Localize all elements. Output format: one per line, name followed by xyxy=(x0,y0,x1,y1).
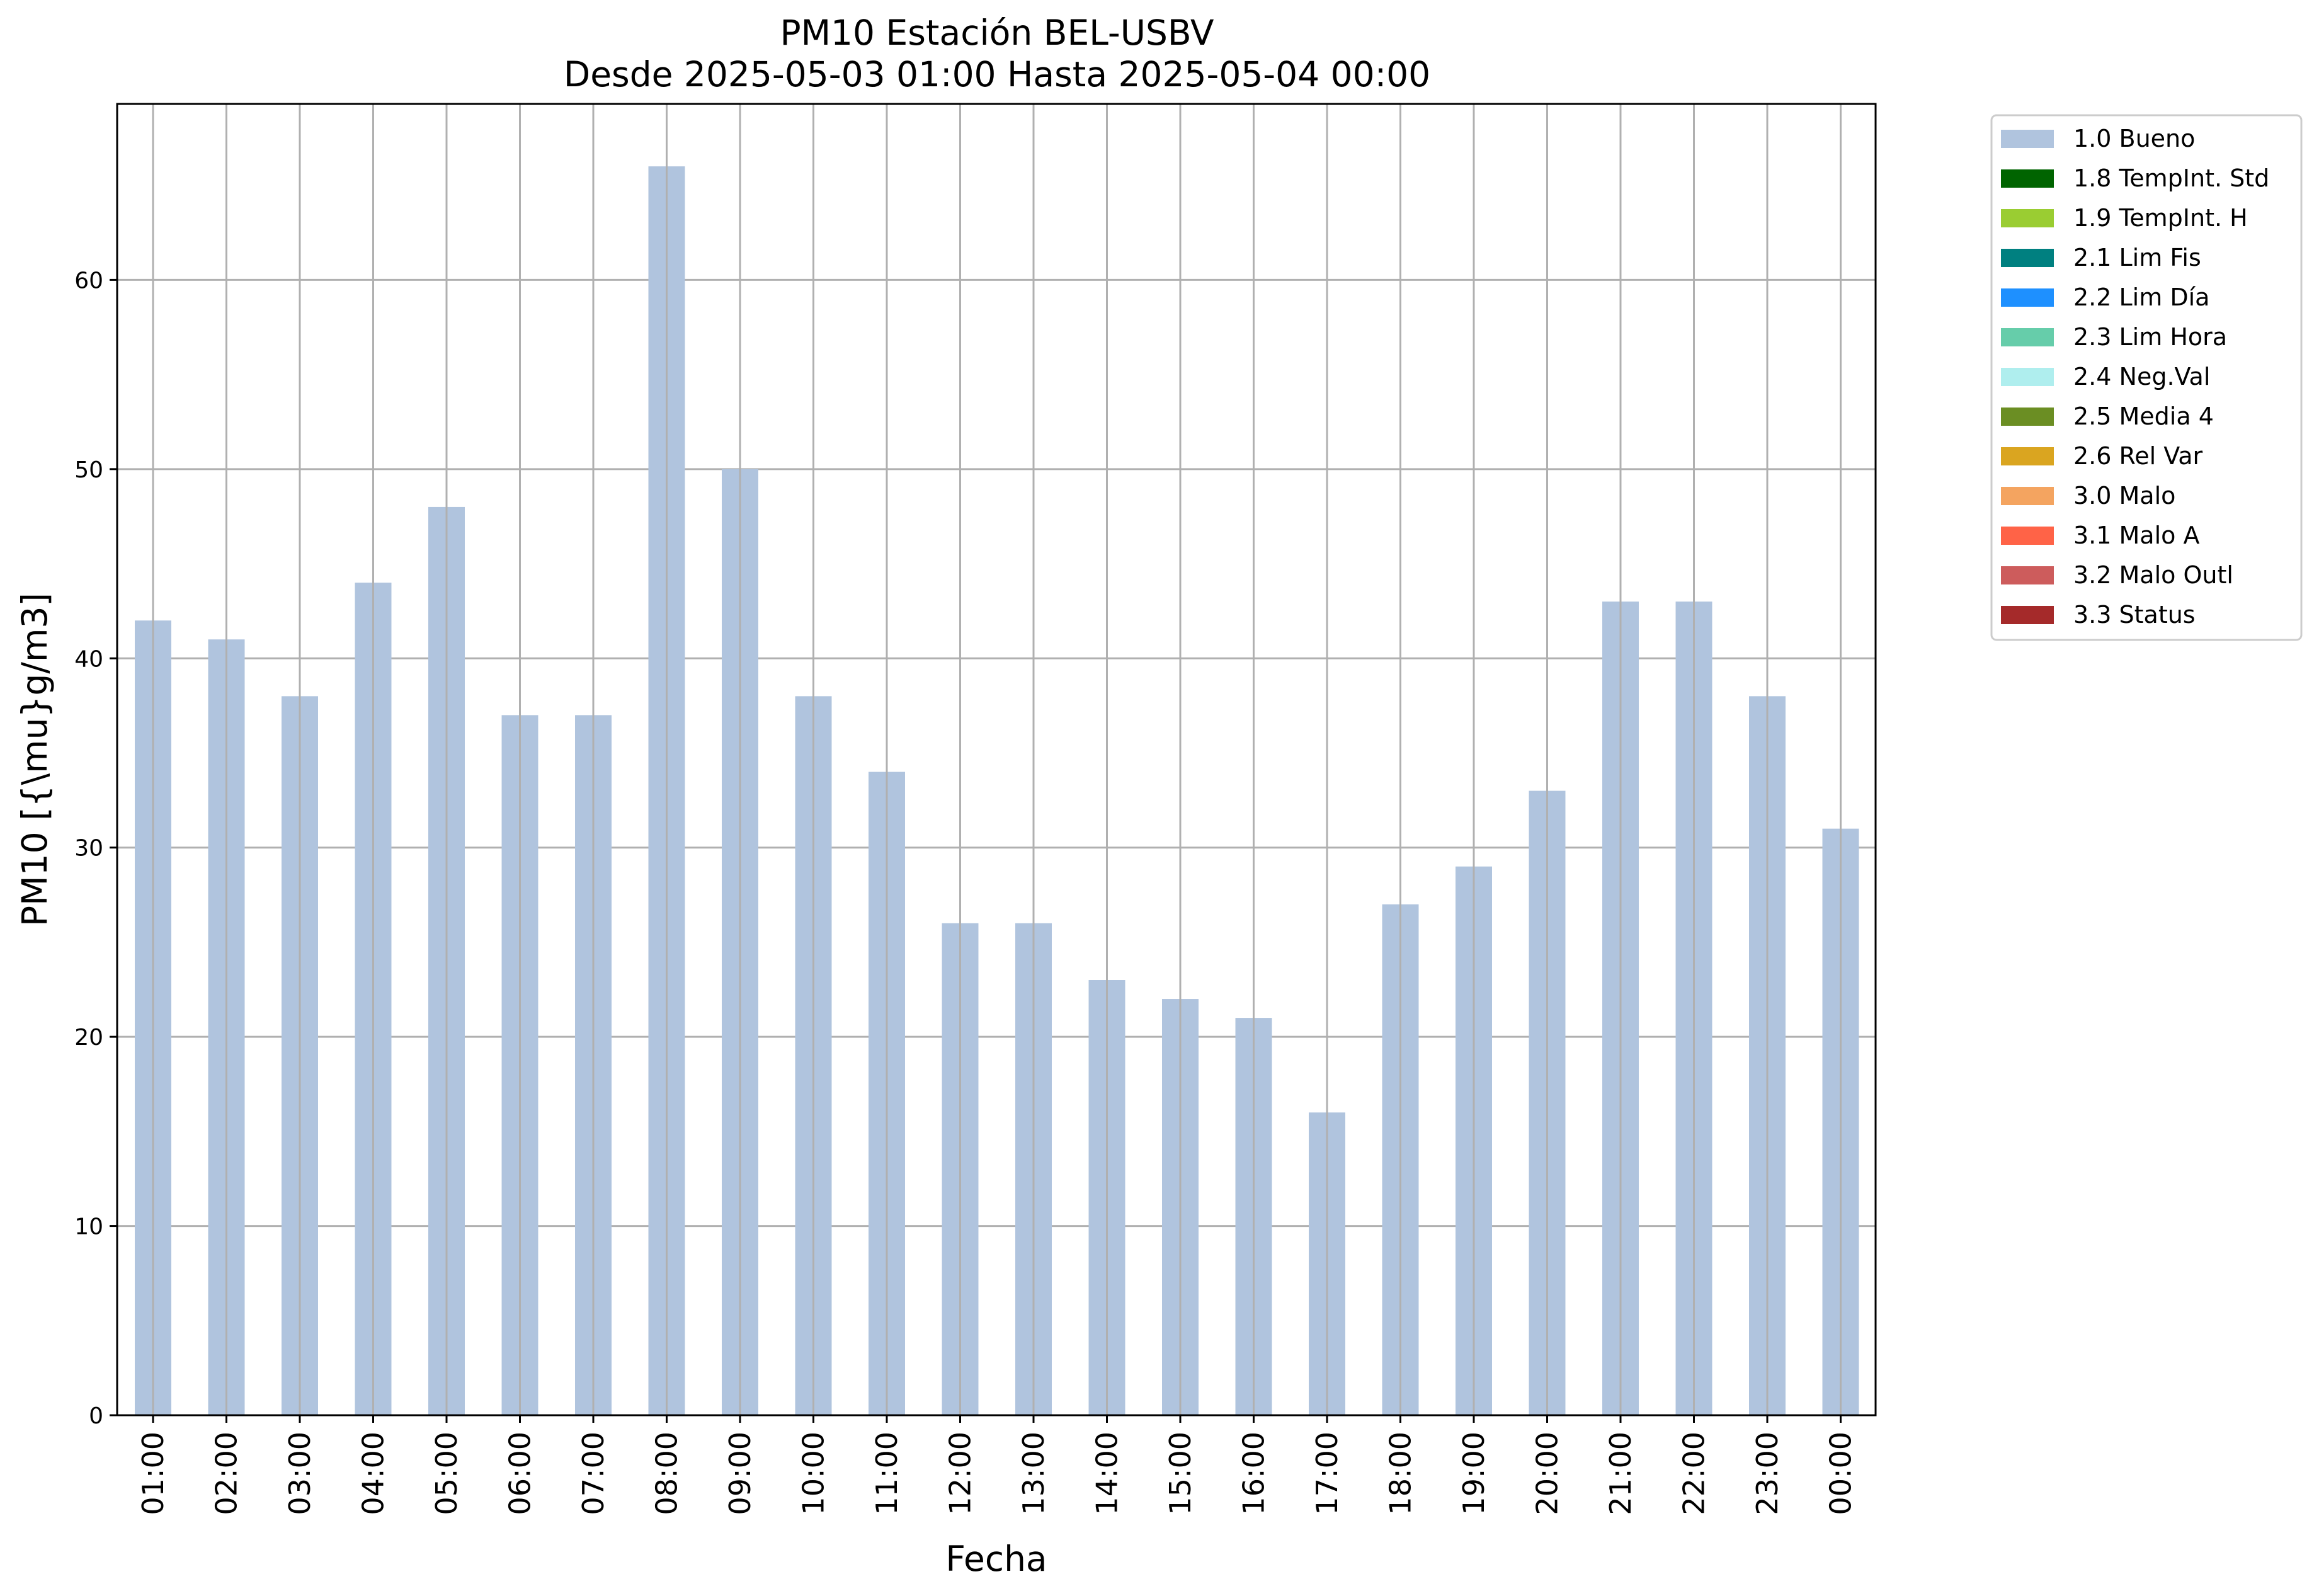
x-tick-label: 01:00 xyxy=(136,1432,170,1515)
legend-label: 2.3 Lim Hora xyxy=(2073,323,2227,351)
x-axis-label: Fecha xyxy=(945,1539,1047,1579)
legend-swatch xyxy=(2001,288,2054,307)
legend-swatch xyxy=(2001,169,2054,188)
legend-label: 2.5 Media 4 xyxy=(2073,402,2214,430)
legend-label: 3.3 Status xyxy=(2073,601,2196,629)
y-ticks: 0 10 20 30 40 50 60 xyxy=(74,268,117,1429)
x-tick-label: 05:00 xyxy=(430,1432,464,1515)
x-tick-label: 16:00 xyxy=(1237,1432,1271,1515)
y-tick-label: 50 xyxy=(74,457,103,483)
y-axis-label: PM10 [{\mu}g/m3] xyxy=(14,593,55,926)
x-tick-label: 17:00 xyxy=(1310,1432,1344,1515)
plot-frame xyxy=(116,103,1877,1416)
legend-swatch xyxy=(2001,566,2054,584)
x-tick-label: 04:00 xyxy=(356,1432,390,1515)
chart-title: PM10 Estación BEL-USBV xyxy=(780,13,1214,53)
x-tick-label: 21:00 xyxy=(1604,1432,1638,1515)
legend-label: 1.8 TempInt. Std xyxy=(2073,164,2269,192)
x-tick-label: 13:00 xyxy=(1017,1432,1051,1515)
legend-label: 3.2 Malo Outl xyxy=(2073,561,2233,589)
y-tick-label: 40 xyxy=(74,646,103,672)
x-tick-label: 07:00 xyxy=(576,1432,610,1515)
x-ticks: 01:00 02:00 03:00 04:00 05:00 06:00 07:00 08:00… xyxy=(136,1415,1858,1515)
legend-label: 1.9 TempInt. H xyxy=(2073,204,2248,232)
grid-lines xyxy=(117,278,1876,1228)
legend-label: 2.1 Lim Fis xyxy=(2073,244,2201,271)
legend-swatch xyxy=(2001,249,2054,267)
x-tick-label: 00:00 xyxy=(1824,1432,1858,1515)
x-tick-label: 15:00 xyxy=(1163,1432,1197,1515)
x-tick-label: 10:00 xyxy=(797,1432,831,1515)
x-tick-label: 14:00 xyxy=(1090,1432,1124,1515)
x-tick-label: 22:00 xyxy=(1677,1432,1711,1515)
x-tick-label: 03:00 xyxy=(283,1432,317,1515)
y-tick-label: 60 xyxy=(74,268,103,294)
legend-swatch xyxy=(2001,527,2054,545)
legend-swatch xyxy=(2001,209,2054,227)
legend-swatch xyxy=(2001,130,2054,148)
y-tick-label: 30 xyxy=(74,836,103,862)
x-tick-label: 11:00 xyxy=(870,1432,904,1515)
legend-label: 3.0 Malo xyxy=(2073,482,2175,510)
y-tick-label: 0 xyxy=(89,1403,103,1429)
legend: 1.0 Bueno 1.8 TempInt. Std 1.9 TempInt. H 2… xyxy=(1990,114,2303,641)
x-tick-label: 09:00 xyxy=(723,1432,757,1515)
x-tick-label: 02:00 xyxy=(210,1432,244,1515)
x-tick-label: 06:00 xyxy=(503,1432,537,1515)
x-tick-label: 18:00 xyxy=(1384,1432,1418,1515)
legend-frame xyxy=(1990,114,2303,641)
legend-label: 2.6 Rel Var xyxy=(2073,442,2203,470)
chart-subtitle: Desde 2025-05-03 01:00 Hasta 2025-05-04 … xyxy=(564,54,1430,94)
vertical-grid-lines xyxy=(152,104,1842,1415)
legend-swatch xyxy=(2001,328,2054,346)
legend-entries: 1.0 Bueno 1.8 TempInt. Std 1.9 TempInt. H 2… xyxy=(2001,125,2269,629)
legend-swatch xyxy=(2001,487,2054,505)
y-tick-label: 10 xyxy=(74,1214,103,1240)
x-tick-label: 20:00 xyxy=(1530,1432,1564,1515)
legend-label: 2.2 Lim Día xyxy=(2073,283,2209,311)
x-tick-label: 19:00 xyxy=(1457,1432,1491,1515)
legend-swatch xyxy=(2001,368,2054,386)
legend-label: 1.0 Bueno xyxy=(2073,125,2195,152)
legend-swatch xyxy=(2001,447,2054,465)
x-tick-label: 12:00 xyxy=(943,1432,977,1515)
x-tick-label: 23:00 xyxy=(1750,1432,1784,1515)
legend-swatch xyxy=(2001,408,2054,426)
x-tick-label: 08:00 xyxy=(650,1432,684,1515)
y-tick-label: 20 xyxy=(74,1025,103,1051)
legend-swatch xyxy=(2001,606,2054,624)
legend-label: 3.1 Malo A xyxy=(2073,522,2199,549)
legend-label: 2.4 Neg.Val xyxy=(2073,363,2210,390)
